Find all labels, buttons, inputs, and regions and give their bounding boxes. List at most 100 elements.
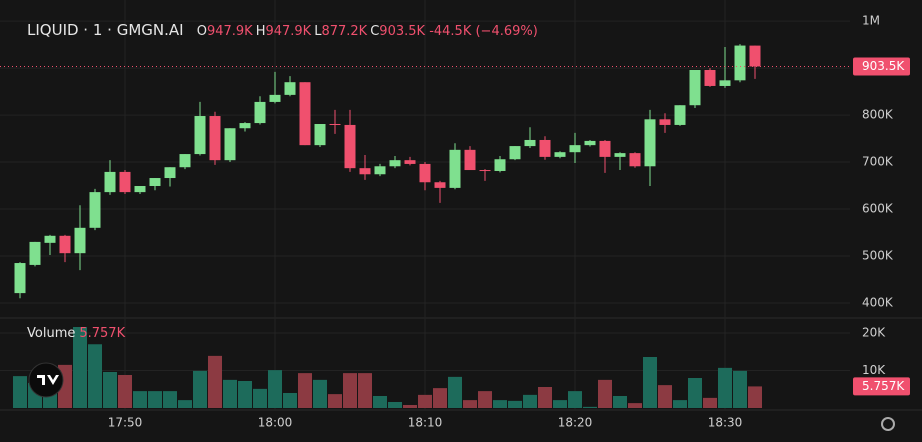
last-volume-label: 5.757K: [862, 379, 905, 393]
volume-bar: [523, 394, 537, 408]
volume-bar: [238, 381, 252, 408]
candle-body: [464, 149, 476, 171]
candle-body: [659, 119, 671, 125]
candle-body: [344, 124, 356, 169]
volume-legend: Volume 5.757K: [27, 326, 125, 341]
candle-body: [239, 123, 251, 129]
candle-body: [194, 116, 206, 155]
volume-bar: [208, 355, 222, 408]
volume-bar: [613, 396, 627, 408]
change: -44.5K (−4.69%): [429, 24, 538, 39]
ohlc-key: O: [196, 24, 207, 39]
legend-header: LIQUID · 1 · GMGN.AI O947.9K H947.9K L877.…: [27, 21, 538, 39]
candle-body: [179, 154, 191, 168]
x-tick-label: 17:50: [108, 416, 143, 430]
ohlc-value: 947.9K: [206, 24, 253, 39]
candle-body: [29, 241, 41, 265]
volume-bar: [328, 394, 342, 408]
candle-body: [119, 171, 131, 193]
ohlc-key: L: [314, 24, 322, 39]
volume-bar: [103, 372, 117, 408]
volume-bar: [583, 406, 597, 408]
volume-bar: [598, 379, 612, 408]
volume-bar: [643, 357, 657, 408]
candle-body: [299, 82, 311, 146]
volume-bar: [418, 394, 432, 408]
volume-tick-label: 20K: [862, 326, 886, 340]
logo-mark: [37, 375, 59, 385]
volume-bar: [268, 370, 282, 408]
volume-bar: [568, 391, 582, 408]
volume-bar: [118, 375, 132, 408]
candle-body: [509, 146, 521, 160]
volume-bar: [88, 344, 102, 408]
candle-body: [59, 235, 71, 254]
y-tick-label: 500K: [862, 248, 894, 262]
candle-body: [209, 116, 221, 161]
candle-body: [524, 139, 536, 147]
candle-body: [584, 140, 596, 146]
x-tick-label: 18:10: [408, 416, 443, 430]
ohlc-value: 947.9K: [265, 24, 312, 39]
volume-bar: [163, 391, 177, 408]
candle-body: [734, 45, 746, 81]
candle-body: [569, 145, 581, 153]
volume-bar: [463, 400, 477, 408]
volume-bar: [193, 370, 207, 408]
candle-body: [89, 192, 101, 228]
volume-bar: [688, 378, 702, 408]
candle-body: [104, 171, 116, 193]
y-tick-label: 400K: [862, 295, 894, 309]
candle-body: [269, 94, 281, 102]
volume-bar: [703, 397, 717, 408]
volume-bar: [733, 370, 747, 408]
volume-bar: [148, 391, 162, 408]
ohlc-key: C: [370, 24, 380, 39]
volume-bar: [478, 391, 492, 408]
volume-bar: [493, 400, 507, 408]
volume-bar: [13, 376, 27, 408]
settings-icon[interactable]: [881, 417, 895, 431]
y-tick-label: 1M: [862, 14, 880, 28]
volume-bar: [358, 373, 372, 408]
candle-body: [704, 69, 716, 86]
last-volume-tag: [853, 377, 910, 396]
volume-bar: [718, 367, 732, 408]
candle-body: [149, 178, 161, 187]
candle-body: [359, 168, 371, 175]
candle-body: [749, 45, 761, 67]
volume-bar: [748, 386, 762, 408]
volume-bar: [133, 391, 147, 408]
last-price-label: 903.5K: [862, 59, 905, 73]
candle-body: [74, 227, 86, 254]
ohlc-value: 877.2K: [321, 24, 368, 39]
candle-body: [629, 153, 641, 167]
candle-body: [419, 163, 431, 183]
candle-body: [554, 152, 566, 157]
volume-bar: [178, 400, 192, 408]
volume-title: Volume: [27, 326, 76, 341]
volume-bar: [448, 376, 462, 408]
candle-body: [479, 170, 491, 172]
candle-body: [44, 235, 56, 243]
volume-bar: [313, 379, 327, 408]
candle-body: [719, 80, 731, 86]
candle-body: [254, 101, 266, 124]
volume-bar: [658, 385, 672, 408]
volume-bar: [388, 402, 402, 408]
candle-body: [449, 149, 461, 188]
candle-body: [434, 182, 446, 188]
volume-bar: [283, 393, 297, 408]
volume-bar: [253, 388, 267, 408]
candle-body: [689, 69, 701, 106]
candle-body: [284, 82, 296, 95]
chart-title: LIQUID · 1 · GMGN.AI: [27, 21, 184, 39]
candle-body: [614, 153, 626, 157]
x-tick-label: 18:30: [708, 416, 743, 430]
volume-bar: [673, 400, 687, 408]
candle-body: [644, 119, 656, 167]
volume-bar: [508, 400, 522, 408]
volume-bar: [433, 388, 447, 408]
candle-body: [389, 160, 401, 167]
